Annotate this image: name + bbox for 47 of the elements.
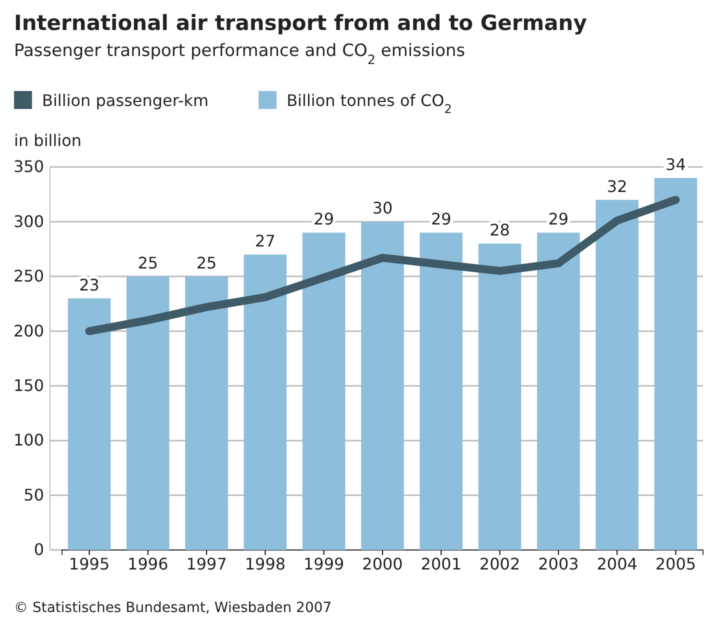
y-tick-label: 0 (34, 540, 44, 560)
bar (185, 276, 228, 550)
x-tick-label: 1996 (128, 554, 168, 574)
x-tick-label: 2003 (538, 554, 579, 574)
data-label: 25 (138, 253, 158, 272)
y-tick-label: 350 (13, 157, 44, 176)
bar (420, 232, 463, 550)
bar (244, 254, 287, 550)
legend-label: Billion passenger-km (42, 91, 209, 110)
chart-subtitle: Passenger transport performance and CO$_{2}$ emissions (14, 41, 466, 68)
y-tick-label: 50 (24, 485, 44, 504)
x-tick-label: 2005 (655, 554, 696, 574)
data-label: 29 (314, 210, 334, 229)
data-label: 29 (430, 210, 452, 229)
x-tick-label: 2000 (362, 554, 403, 574)
bar (68, 298, 111, 550)
data-label: 30 (372, 198, 393, 218)
data-label: 28 (490, 220, 510, 240)
y-tick-label: 100 (13, 430, 44, 450)
y-axis-title: in billion (14, 131, 82, 150)
bar (126, 276, 170, 550)
bar (596, 200, 638, 550)
y-tick-label: 300 (13, 212, 44, 231)
x-tick-label: 1995 (68, 554, 110, 574)
x-tick-label: 1998 (244, 554, 286, 574)
x-tick-label: 2004 (596, 554, 638, 574)
y-tick-label: 200 (13, 321, 44, 340)
text: © Statistisches Bundesamt, Wiesbaden 2007 (14, 600, 332, 616)
data-label: 27 (255, 232, 276, 251)
bar (302, 232, 346, 550)
data-label: 29 (548, 210, 569, 229)
x-tick-label: 2001 (420, 554, 462, 574)
y-tick-label: 250 (13, 266, 44, 286)
bar (537, 232, 580, 550)
bar (478, 244, 522, 550)
x-tick-label: 1999 (303, 554, 344, 574)
x-tick-label: 1997 (186, 554, 227, 574)
y-tick-label: 150 (13, 376, 44, 395)
x-tick-label: 2002 (479, 554, 520, 574)
data-label: 25 (196, 253, 217, 272)
bar (654, 178, 698, 550)
legend-label: Billion tonnes of CO$_{2}$ (286, 91, 452, 116)
chart-title: International air transport from and to Germany (14, 11, 588, 35)
bar (361, 222, 404, 550)
data-label: 32 (606, 176, 628, 196)
data-label: 23 (79, 275, 100, 294)
data-label: 34 (666, 154, 686, 174)
